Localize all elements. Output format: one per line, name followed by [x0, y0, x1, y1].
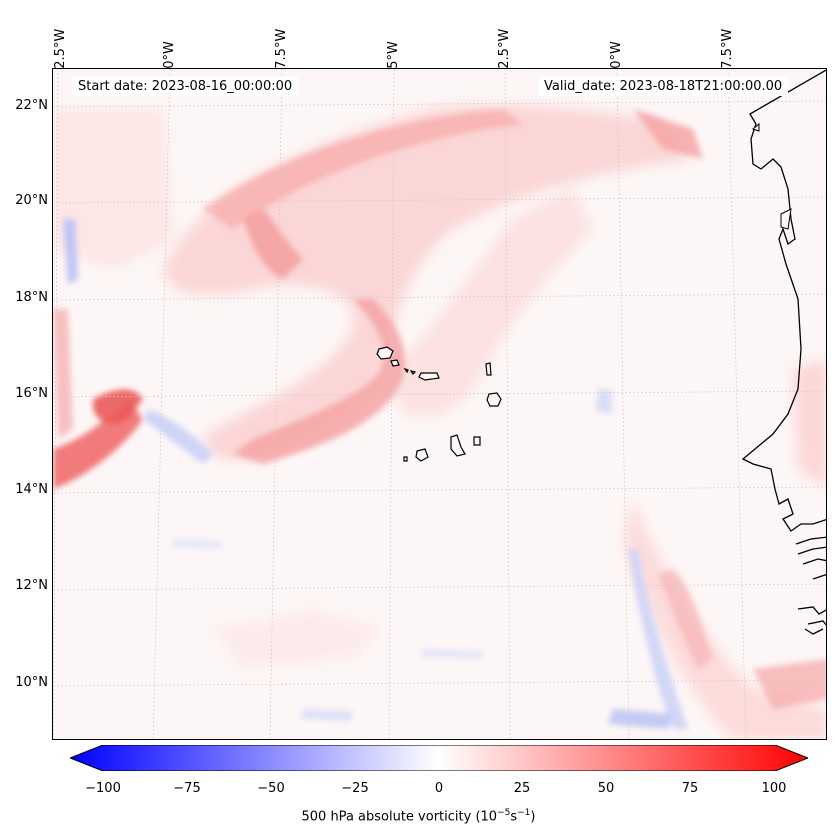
lat-label-14n: 14°N	[15, 482, 48, 497]
vorticity-field	[53, 69, 826, 739]
vorticity-map[interactable]	[52, 68, 827, 740]
vorticity-negative	[63, 219, 688, 729]
colorbar	[68, 744, 810, 772]
lat-label-20n: 20°N	[15, 193, 48, 208]
start-date-label: Start date: 2023-08-16_00:00:00	[72, 77, 299, 96]
colorbar-tick-neg25: −25	[341, 781, 369, 796]
colorbar-tick-100: 100	[761, 781, 787, 796]
colorbar-tick-neg75: −75	[173, 781, 201, 796]
vorticity-positive-strong	[53, 109, 826, 709]
colorbar-label: 500 hPa absolute vorticity (10−5s−1)	[301, 808, 536, 825]
valid-date-label: Valid_date: 2023-08-18T21:00:00.00	[538, 77, 789, 96]
graticule	[53, 69, 826, 739]
lat-label-18n: 18°N	[15, 290, 48, 305]
lat-label-22n: 22°N	[15, 98, 48, 113]
colorbar-gradient	[68, 744, 810, 772]
lat-label-16n: 16°N	[15, 386, 48, 401]
colorbar-tick-50: 50	[597, 781, 615, 796]
colorbar-tick-25: 25	[513, 781, 531, 796]
lat-label-10n: 10°N	[15, 675, 48, 690]
colorbar-tick-0: 0	[434, 781, 444, 796]
africa-coastline	[741, 69, 826, 635]
colorbar-tick-neg50: −50	[257, 781, 285, 796]
colorbar-tick-neg100: −100	[85, 781, 121, 796]
cape-verde-islands	[376, 346, 502, 462]
colorbar-tick-75: 75	[681, 781, 699, 796]
vorticity-positive-weak	[53, 104, 826, 739]
lat-label-12n: 12°N	[15, 578, 48, 593]
